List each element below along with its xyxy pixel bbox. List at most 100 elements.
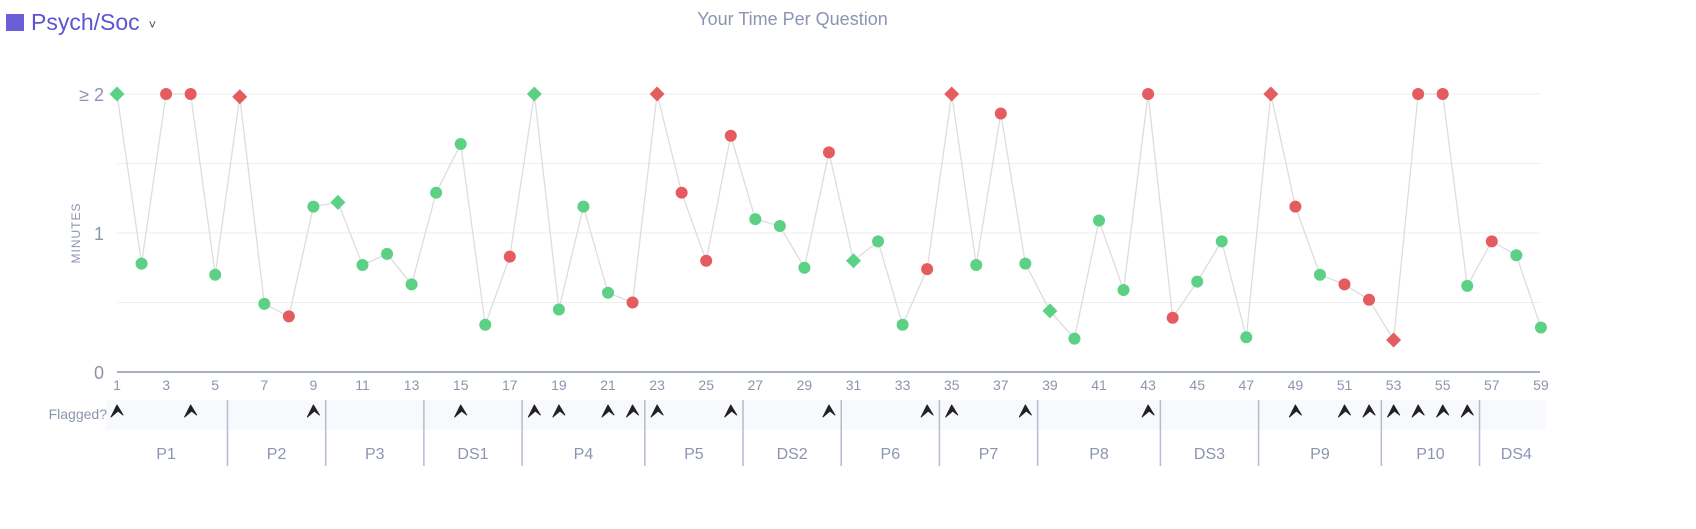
data-point-q45 [1191,275,1204,288]
data-point-q56 [1461,279,1474,292]
flag-icon [1387,404,1401,418]
x-tick-label: 1 [113,377,121,393]
x-tick-label: 51 [1337,377,1353,393]
data-point-q9 [307,200,320,213]
data-point-q10 [330,194,346,210]
flag-icon [527,404,541,418]
x-tick-label: 41 [1091,377,1107,393]
x-tick-label: 17 [502,377,518,393]
data-point-q12 [381,247,394,260]
x-tick-label: 5 [211,377,219,393]
data-point-q37 [994,107,1007,120]
x-tick-label: 9 [310,377,318,393]
data-point-q31 [846,253,861,269]
x-tick-label: 45 [1189,377,1205,393]
x-tick-label: 7 [260,377,268,393]
data-point-q43 [1142,88,1155,100]
y-axis-label: MINUTES [69,203,83,264]
flag-icon [1141,404,1155,418]
data-point-q42 [1117,283,1130,296]
x-tick-label: 59 [1533,377,1549,393]
data-point-q30 [822,146,835,159]
x-tick-label: 57 [1484,377,1500,393]
passage-label: DS3 [1194,446,1225,463]
x-tick-label: 49 [1288,377,1304,393]
flag-icon [945,404,959,418]
flag-icon [1288,404,1302,418]
data-point-q32 [872,235,885,248]
data-point-q44 [1166,311,1179,324]
data-point-q26 [724,129,737,142]
flag-icon [1338,404,1351,418]
data-point-q11 [356,258,369,271]
data-point-q54 [1412,88,1425,100]
x-tick-label: 39 [1042,377,1058,393]
flag-icon [1436,404,1450,418]
x-tick-label: 19 [551,377,567,393]
passage-label: P10 [1416,446,1445,463]
data-point-q53 [1386,332,1402,348]
flag-icon [822,404,836,418]
y-tick-label: ≥ 2 [79,85,104,105]
y-tick-label: 1 [94,224,104,244]
data-point-q57 [1485,235,1498,248]
data-point-q18 [526,86,542,102]
x-tick-label: 43 [1140,377,1156,393]
data-point-q6 [232,89,248,105]
data-point-q40 [1068,332,1081,345]
flag-icon [650,404,664,418]
data-point-q34 [921,263,934,276]
passage-label: P8 [1089,446,1109,463]
data-point-q29 [798,261,811,274]
data-point-q41 [1093,214,1105,227]
x-tick-label: 31 [846,377,862,393]
data-point-q24 [675,186,688,199]
data-point-q25 [700,254,713,267]
section-dropdown[interactable]: Psych/Soc ˅ [6,8,156,36]
data-point-q39 [1042,303,1058,319]
chart-title: Your Time Per Question [697,9,888,29]
flag-icon [1018,404,1032,418]
passage-label: P7 [979,446,999,463]
flag-icon [1362,404,1376,418]
data-point-q47 [1240,331,1253,344]
data-point-q59 [1534,321,1547,334]
passage-label: P5 [684,446,704,463]
data-point-q46 [1215,235,1228,248]
data-point-q2 [135,257,148,270]
x-tick-label: 33 [895,377,911,393]
passage-label: P3 [365,446,385,463]
flag-icon [306,404,320,418]
data-point-q48 [1263,86,1279,102]
passage-label: P6 [881,446,901,463]
x-tick-label: 15 [453,377,469,393]
flag-icon [184,404,198,418]
data-point-q28 [773,220,786,233]
flag-icon [1411,404,1425,418]
data-point-q38 [1019,257,1032,270]
passage-label: DS2 [777,446,808,463]
passage-label: DS4 [1501,446,1532,463]
data-point-q35 [944,86,960,102]
flag-icon [552,404,566,418]
passage-label: P2 [267,446,287,463]
flag-icon [724,404,738,418]
data-point-q23 [649,86,665,102]
data-point-q22 [626,296,639,309]
flag-icon [454,404,468,418]
passage-label: P4 [574,446,594,463]
chevron-down-icon[interactable]: ˅ [148,16,157,32]
data-point-q15 [454,138,467,151]
data-point-q51 [1338,278,1351,291]
data-point-q21 [602,286,614,299]
data-point-q13 [405,278,418,291]
x-tick-label: 11 [355,377,370,393]
x-tick-label: 47 [1239,377,1255,393]
data-point-q3 [160,88,173,100]
x-tick-label: 25 [698,377,714,393]
x-tick-label: 35 [944,377,960,393]
flag-icon [920,404,934,418]
flagged-label: Flagged? [49,406,108,422]
y-tick-label: 0 [94,363,104,383]
